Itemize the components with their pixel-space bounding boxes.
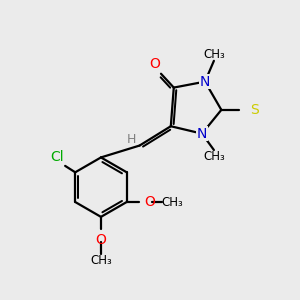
- Text: N: N: [200, 75, 210, 88]
- Text: O: O: [95, 233, 106, 247]
- Text: O: O: [149, 57, 160, 71]
- Text: O: O: [144, 195, 155, 209]
- Text: N: N: [197, 127, 207, 141]
- Text: H: H: [127, 133, 136, 146]
- Text: CH₃: CH₃: [161, 196, 183, 208]
- Text: S: S: [250, 103, 258, 117]
- Text: Cl: Cl: [51, 150, 64, 164]
- Text: CH₃: CH₃: [203, 48, 225, 61]
- Text: CH₃: CH₃: [90, 254, 112, 267]
- Text: CH₃: CH₃: [203, 150, 225, 163]
